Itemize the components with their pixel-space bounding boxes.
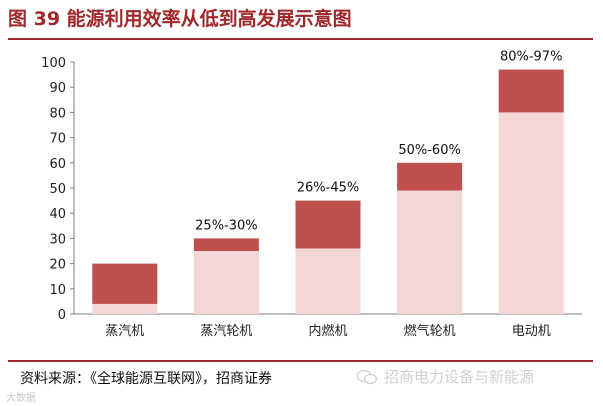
x-tick-label: 电动机 [512, 324, 551, 339]
y-tick-label: 70 [49, 132, 66, 147]
chart-bars [92, 69, 564, 315]
y-tick-label: 0 [58, 308, 66, 323]
bar-segment-lower [498, 112, 564, 315]
x-tick-label: 蒸汽轮机 [200, 324, 252, 339]
y-tick-label: 40 [49, 207, 66, 222]
y-tick-label: 80 [49, 106, 66, 121]
watermark: 招商电力设备与新能源 [356, 366, 534, 387]
bar-segment-lower [397, 190, 463, 314]
source-note: 资料来源：《全球能源互联网》，招商证券 [20, 371, 272, 387]
wechat-icon [356, 369, 378, 384]
y-tick-label: 60 [49, 157, 66, 172]
bar-segment-lower [92, 303, 158, 314]
bar-segment-upper [397, 162, 463, 191]
x-tick-label: 蒸汽机 [105, 324, 144, 339]
range-data-label: 80%-97% [500, 50, 562, 65]
x-tick-label: 内燃机 [308, 323, 347, 339]
range-data-label: 25%-30% [195, 218, 257, 233]
bar-segment-lower [295, 248, 361, 314]
watermark-text: 招商电力设备与新能源 [384, 368, 535, 386]
y-tick-label: 30 [49, 232, 66, 247]
bar-segment-lower [193, 251, 259, 314]
footer-divider [8, 360, 593, 362]
bar-segment-upper [92, 263, 158, 304]
bar-segment-upper [295, 200, 361, 249]
range-data-label: 50%-60% [398, 143, 460, 158]
title-divider [8, 38, 593, 40]
chart-labels: 蒸汽机 蒸汽轮机 25%-30% 内燃机 26%-45% 燃气轮机 50%-60% 电动机 80… [105, 50, 562, 339]
y-axis-ticks: 0 10 20 30 40 50 60 70 80 90 100 [41, 56, 74, 323]
bar-segment-upper [193, 238, 259, 251]
y-tick-label: 100 [41, 56, 66, 71]
y-tick-label: 90 [49, 81, 66, 96]
corner-watermark: 大数据 [6, 393, 36, 404]
range-data-label: 26%-45% [297, 181, 359, 196]
x-tick-label: 燃气轮机 [404, 323, 456, 339]
y-tick-label: 20 [49, 258, 66, 273]
y-tick-label: 10 [49, 283, 66, 298]
page-title: 图 39 能源利用效率从低到高发展示意图 [8, 8, 352, 30]
bar-segment-upper [498, 69, 564, 113]
y-tick-label: 50 [49, 182, 66, 197]
